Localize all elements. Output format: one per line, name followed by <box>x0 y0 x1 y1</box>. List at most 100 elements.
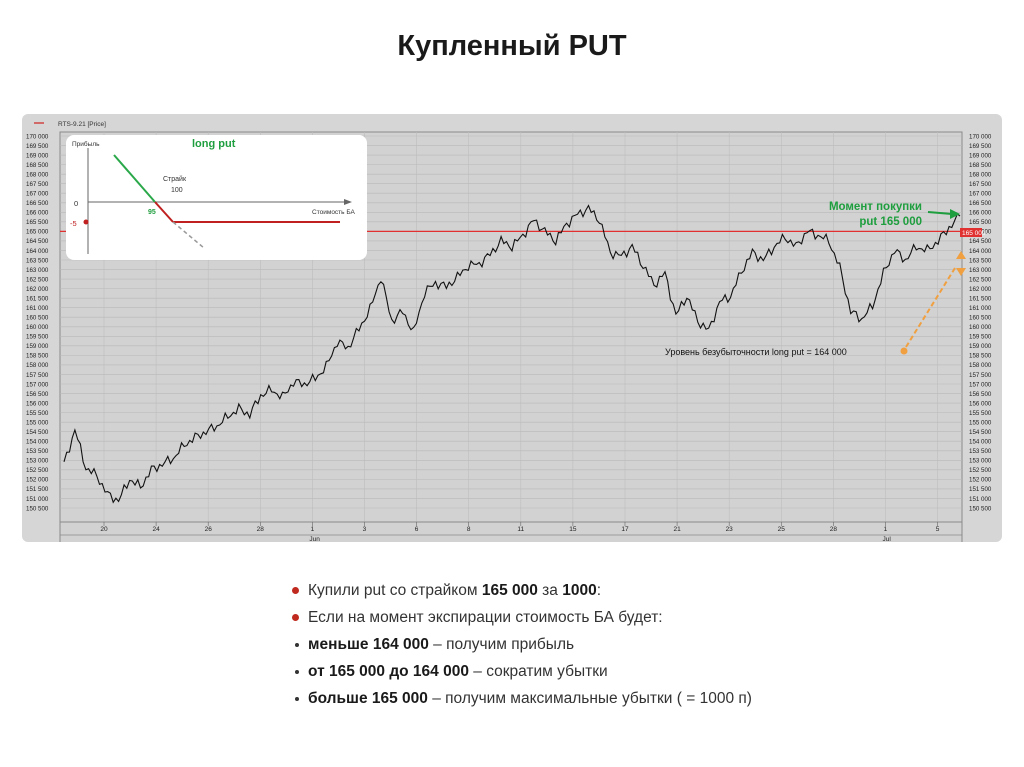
y-tick-label: 159 500 <box>26 334 49 341</box>
x-tick-label: 17 <box>621 526 629 533</box>
x-month-label: Jun <box>309 536 320 542</box>
y-tick-label: 151 500 <box>969 486 992 493</box>
y-tick-label: 150 500 <box>26 505 49 512</box>
bullet-dot <box>292 614 299 621</box>
y-tick-label: 160 500 <box>969 315 992 322</box>
x-tick-label: 21 <box>673 526 681 533</box>
y-tick-label: 152 500 <box>969 467 992 474</box>
y-tick-label: 158 000 <box>969 362 992 369</box>
y-tick-label: 153 500 <box>26 448 49 455</box>
x-tick-label: 1 <box>884 526 888 533</box>
y-tick-label: 152 000 <box>969 477 992 484</box>
y-tick-label: 168 000 <box>969 171 992 178</box>
inset-background <box>66 135 367 260</box>
inset-strike-label: Страйк <box>163 175 187 183</box>
y-tick-label: 160 000 <box>969 324 992 331</box>
y-tick-label: 152 500 <box>26 467 49 474</box>
y-tick-label: 167 500 <box>26 181 49 188</box>
y-tick-label: 159 000 <box>26 343 49 350</box>
x-tick-label: 28 <box>830 526 838 533</box>
y-tick-label: 162 000 <box>26 286 49 293</box>
y-tick-label: 166 500 <box>969 200 992 207</box>
price-series-line <box>63 204 961 504</box>
y-tick-label: 166 000 <box>26 210 49 217</box>
y-tick-label: 154 500 <box>26 429 49 436</box>
y-tick-label: 154 500 <box>969 429 992 436</box>
x-tick-label: 25 <box>778 526 786 533</box>
y-tick-label: 163 000 <box>969 267 992 274</box>
y-tick-label: 167 000 <box>26 191 49 198</box>
inset-loss-leg <box>154 201 174 223</box>
sub-bullet-profit: меньше 164 000 – получим прибыль <box>288 631 988 658</box>
purchase-arrow <box>927 211 953 215</box>
y-tick-label: 164 000 <box>26 248 49 255</box>
bullet-list: Купили put со страйком 165 000 за 1000: … <box>288 577 988 712</box>
y-tick-label: 163 500 <box>26 257 49 264</box>
x-tick-label: 5 <box>936 526 940 533</box>
y-tick-label: 168 500 <box>969 162 992 169</box>
y-tick-label: 170 000 <box>969 133 992 140</box>
x-tick-label: 26 <box>205 526 213 533</box>
y-tick-label: 156 500 <box>969 391 992 398</box>
y-tick-label: 158 000 <box>26 362 49 369</box>
purchase-arrowhead <box>950 209 960 219</box>
y-tick-label: 158 500 <box>969 353 992 360</box>
y-tick-label: 167 000 <box>969 191 992 198</box>
y-tick-label: 151 000 <box>969 496 992 503</box>
x-tick-label: 3 <box>363 526 367 533</box>
y-tick-label: 161 000 <box>969 305 992 312</box>
y-tick-label: 160 000 <box>26 324 49 331</box>
last-price-tag <box>960 228 982 237</box>
sub-bullet-max-loss: больше 165 000 – получим максимальные уб… <box>288 685 988 712</box>
x-tick-label: 6 <box>415 526 419 533</box>
y-tick-label: 159 000 <box>969 343 992 350</box>
y-tick-label: 165 500 <box>26 219 49 226</box>
y-tick-label: 168 000 <box>26 171 49 178</box>
y-tick-label: 161 000 <box>26 305 49 312</box>
y-tick-label: 166 000 <box>969 210 992 217</box>
y-axis-left: 170 000 169 500 169 000 168 500 168 000 167 5… <box>26 133 49 512</box>
y-tick-label: 156 500 <box>26 391 49 398</box>
y-axis-right: 170 000 169 500 169 000 168 500 168 000 167 5… <box>969 133 992 512</box>
price-chart: RTS-9.21 [Price] 170 000 169 500 169 000 16… <box>22 114 1002 542</box>
y-tick-label: 165 000 <box>26 229 49 236</box>
purchase-annotation-line1: Момент покупки <box>829 201 922 213</box>
inset-ylabel: Прибыль <box>72 140 100 148</box>
last-price-label: 165 000 <box>962 230 986 237</box>
y-tick-label: 164 000 <box>969 248 992 255</box>
y-tick-label: 153 000 <box>26 458 49 465</box>
inset-x-arrowhead <box>344 199 352 205</box>
y-tick-label: 170 000 <box>26 133 49 140</box>
y-tick-label: 155 000 <box>969 419 992 426</box>
y-tick-label: 168 500 <box>26 162 49 169</box>
page-title: Купленный PUT <box>397 30 627 62</box>
y-tick-label: 163 500 <box>969 257 992 264</box>
inset-loss-dot <box>83 219 89 225</box>
x-tick-label: 1 <box>311 526 315 533</box>
purchase-annotation-line2: put 165 000 <box>859 216 922 228</box>
y-tick-label: 153 500 <box>969 448 992 455</box>
y-tick-label: 164 500 <box>969 238 992 245</box>
y-tick-label: 154 000 <box>26 439 49 446</box>
y-tick-label: 162 000 <box>969 286 992 293</box>
y-tick-label: 157 500 <box>26 372 49 379</box>
sub-bullet-dot <box>295 643 299 647</box>
sub-bullet-dot <box>295 697 299 701</box>
y-tick-label: 150 500 <box>969 505 992 512</box>
x-tick-label: 8 <box>467 526 471 533</box>
y-tick-label: 155 500 <box>969 410 992 417</box>
y-tick-label: 157 000 <box>969 381 992 388</box>
y-tick-label: 152 000 <box>26 477 49 484</box>
x-axis-band <box>59 521 963 542</box>
y-tick-label: 169 500 <box>969 143 992 150</box>
y-tick-label: 162 500 <box>969 276 992 283</box>
y-tick-label: 155 500 <box>26 410 49 417</box>
inset-profit-leg <box>113 154 156 203</box>
breakeven-arrowhead-up <box>956 251 966 259</box>
y-tick-label: 164 500 <box>26 238 49 245</box>
inset-zero-label: 0 <box>74 199 78 208</box>
inset-strike-value: 100 <box>171 187 183 194</box>
y-tick-label: 169 500 <box>26 143 49 150</box>
legend-label: RTS-9.21 [Price] <box>58 121 106 128</box>
